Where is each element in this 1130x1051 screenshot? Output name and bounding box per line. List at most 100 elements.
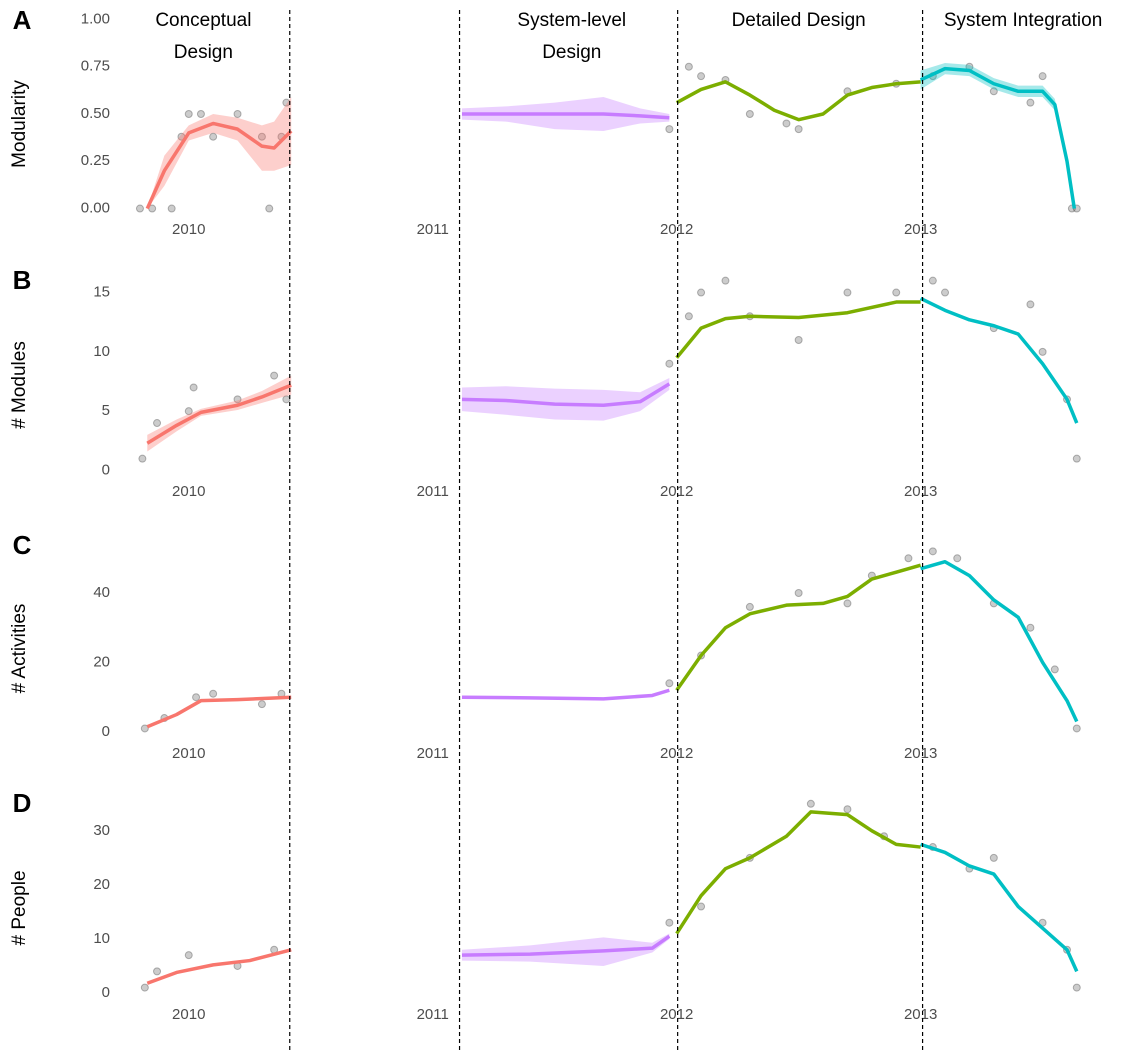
y-tick-label: 0 — [102, 984, 110, 1001]
panel-label: D — [13, 788, 32, 818]
x-tick-label: 2012 — [660, 745, 693, 762]
data-point — [189, 383, 198, 392]
phase-label: System-level — [517, 10, 626, 31]
y-tick-label: 5 — [102, 402, 110, 419]
y-axis-label: # Modules — [9, 341, 30, 429]
data-point — [794, 589, 803, 598]
data-point — [697, 72, 706, 81]
data-point — [282, 395, 291, 404]
y-tick-label: 30 — [93, 822, 110, 839]
data-point — [167, 204, 176, 213]
data-point — [265, 204, 274, 213]
data-point — [721, 276, 730, 285]
data-point — [904, 554, 913, 563]
data-point — [665, 679, 674, 688]
smooth-line — [675, 563, 922, 692]
data-point — [233, 395, 242, 404]
y-tick-label: 1.00 — [81, 10, 110, 27]
data-point — [989, 87, 998, 96]
y-tick-label: 0.00 — [81, 200, 110, 217]
data-point — [665, 359, 674, 368]
confidence-band — [461, 377, 670, 421]
panel-label: C — [13, 530, 32, 560]
data-point — [745, 110, 754, 118]
smooth-line — [675, 300, 921, 359]
smooth-line — [146, 948, 292, 985]
data-point — [665, 918, 674, 927]
smooth-line — [461, 934, 671, 957]
confidence-band — [147, 375, 292, 452]
data-point — [153, 967, 162, 976]
y-tick-label: 0 — [102, 461, 110, 478]
data-point — [140, 724, 149, 733]
data-point — [135, 204, 144, 213]
data-point — [941, 288, 950, 297]
x-tick-label: 2011 — [417, 221, 449, 238]
confidence-band — [461, 933, 670, 966]
y-axis-label: # Activities — [9, 604, 30, 694]
data-point — [233, 110, 242, 118]
x-tick-label: 2011 — [417, 1006, 449, 1023]
data-point — [153, 419, 162, 428]
data-point — [794, 336, 803, 344]
data-point — [843, 805, 852, 814]
data-point — [140, 983, 149, 992]
x-tick-label: 2013 — [904, 221, 937, 238]
data-point — [1050, 665, 1059, 674]
data-point — [697, 902, 706, 911]
panel-label: A — [13, 5, 32, 35]
y-tick-label: 0.75 — [81, 58, 110, 75]
smooth-line — [461, 112, 670, 120]
data-point — [806, 799, 815, 808]
y-axis-label: # People — [9, 870, 30, 945]
y-axis-label: Modularity — [9, 80, 30, 168]
x-tick-label: 2010 — [172, 745, 205, 762]
data-point — [843, 599, 852, 608]
data-point — [928, 547, 937, 556]
confidence-band — [147, 96, 292, 209]
data-point — [745, 602, 754, 611]
x-tick-label: 2011 — [417, 483, 449, 500]
data-point — [697, 288, 706, 297]
data-point — [953, 554, 962, 563]
data-point — [665, 125, 674, 134]
smooth-line — [675, 810, 921, 935]
data-point — [1072, 454, 1081, 463]
data-point — [192, 693, 201, 702]
data-point — [1026, 98, 1035, 107]
data-point — [782, 119, 791, 128]
phase-label: Conceptual — [155, 10, 251, 31]
y-tick-label: 10 — [93, 930, 110, 947]
data-point — [184, 110, 193, 118]
y-tick-label: 15 — [93, 284, 110, 301]
data-point — [1026, 300, 1035, 309]
phase-label: Design — [542, 42, 601, 63]
smooth-line — [146, 383, 292, 445]
smooth-line — [461, 382, 671, 408]
data-point — [257, 132, 266, 141]
y-tick-label: 20 — [93, 653, 110, 670]
smooth-line — [920, 559, 1079, 723]
y-tick-label: 40 — [93, 584, 110, 601]
phase-label: Design — [174, 42, 233, 63]
data-point — [684, 62, 693, 71]
data-point — [209, 689, 218, 698]
x-tick-label: 2011 — [417, 745, 449, 762]
smooth-line — [146, 695, 292, 729]
x-tick-label: 2013 — [904, 745, 937, 762]
x-tick-label: 2010 — [172, 1006, 205, 1023]
y-tick-label: 0.50 — [81, 105, 110, 122]
smooth-line — [919, 296, 1079, 424]
data-point — [138, 454, 147, 463]
panel-label: B — [13, 265, 32, 295]
confidence-band — [920, 62, 1075, 209]
data-point — [184, 951, 193, 960]
data-point — [1038, 347, 1047, 356]
phase-label: System Integration — [944, 10, 1102, 31]
data-point — [1072, 983, 1081, 992]
smooth-line — [675, 80, 921, 122]
x-tick-label: 2012 — [660, 221, 693, 238]
data-point — [184, 407, 193, 416]
x-tick-label: 2013 — [904, 483, 937, 500]
